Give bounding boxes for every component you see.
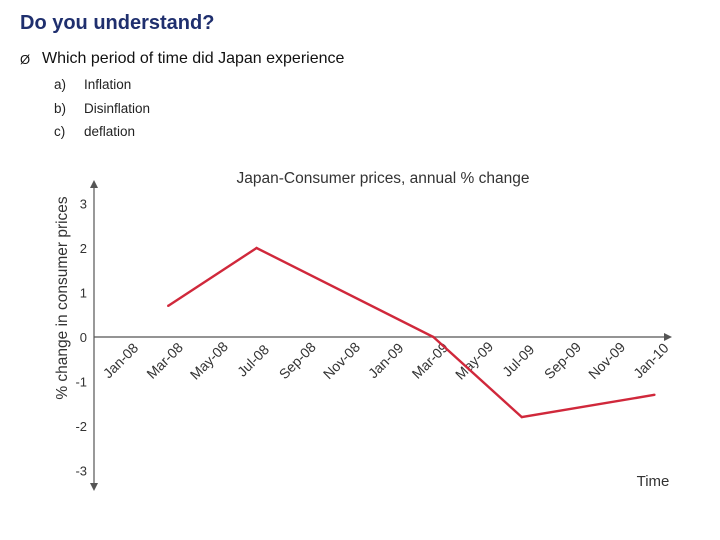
series-point: [255, 246, 258, 250]
series-point: [167, 304, 170, 308]
option-marker: a): [54, 77, 67, 92]
arrow-bullet-icon: Ø: [20, 51, 31, 67]
x-tick-label: Jan-09: [365, 340, 407, 382]
x-axis-label: Time: [637, 473, 670, 490]
option-b: b) Disinflation: [54, 97, 150, 121]
x-tick-label: Jul-08: [234, 341, 272, 379]
option-marker: b): [54, 100, 67, 116]
question-text: Which period of time did Japan experienc…: [42, 50, 345, 67]
chart-title: Japan-Consumer prices, annual % change: [237, 170, 530, 187]
option-a: a) Inflation: [54, 73, 150, 97]
x-tick-label: Jan-08: [100, 340, 142, 382]
series-point: [653, 393, 656, 397]
x-tick-label: Jul-09: [499, 341, 537, 379]
question-bullet: Ø Which period of time did Japan experie…: [20, 50, 344, 68]
option-marker: c): [54, 124, 66, 139]
answer-options: a) Inflation b) Disinflation c) deflation: [54, 73, 150, 144]
series-point: [520, 415, 523, 419]
x-tick-label: Mar-08: [143, 339, 186, 382]
y-axis-label: % change in consumer prices: [54, 196, 71, 400]
y-tick-label: 1: [80, 286, 87, 301]
y-tick-label: 0: [80, 330, 87, 345]
y-tick-label: -3: [75, 464, 87, 479]
y-tick-label: 2: [80, 241, 87, 256]
option-c: c) deflation: [54, 120, 150, 144]
slide-title: Do you understand?: [20, 12, 215, 34]
x-tick-label: Nov-09: [585, 339, 628, 382]
x-tick-label: Mar-09: [409, 339, 452, 382]
x-tick-label: Jan-10: [630, 340, 672, 382]
y-tick-label: -1: [75, 375, 87, 390]
option-text: Inflation: [84, 77, 132, 92]
series-point: [432, 335, 435, 339]
x-tick-label: May-08: [187, 338, 231, 382]
option-text: Disinflation: [84, 100, 151, 116]
x-tick-label: Nov-08: [320, 339, 363, 382]
y-tick-label: -2: [75, 419, 87, 434]
x-tick-label: Sep-09: [541, 339, 584, 382]
option-text: deflation: [84, 124, 136, 139]
cpi-series-line: [167, 246, 655, 419]
y-tick-label: 3: [80, 197, 87, 212]
x-tick-label: Sep-08: [276, 339, 319, 382]
